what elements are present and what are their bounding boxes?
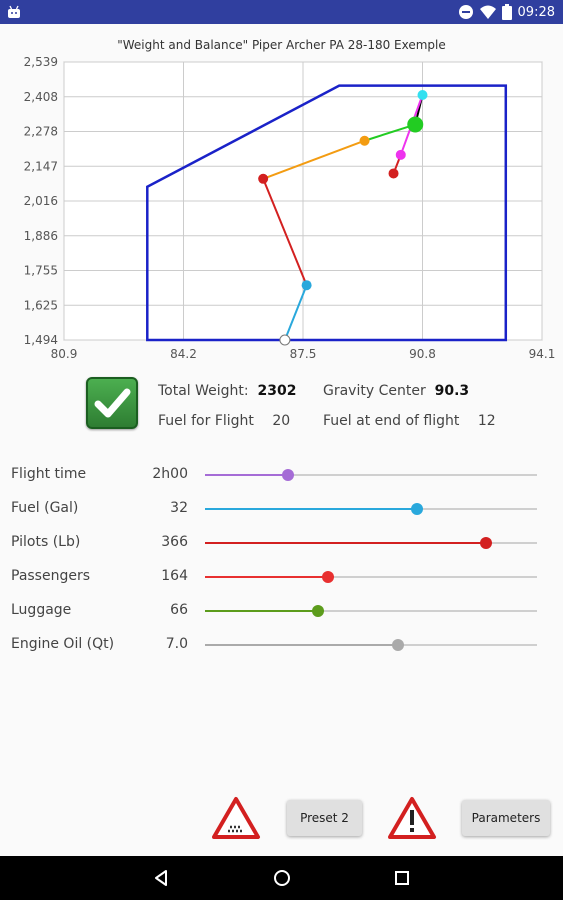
fuel-for-flight: Fuel for Flight 20: [158, 413, 290, 429]
gravity-center-label: Gravity Center: [323, 383, 426, 399]
chart-title: "Weight and Balance" Piper Archer PA 28-…: [117, 38, 446, 52]
slider-row: Fuel (Gal) 32: [0, 492, 563, 526]
chart-plot: 2,539 2,408 2,278 2,147 2,016 1,886 1,755 1,625…: [24, 55, 556, 361]
slider-fill: [205, 542, 487, 544]
slider-thumb[interactable]: [282, 469, 294, 481]
fuel-end-of-flight: Fuel at end of flight 12: [323, 413, 496, 429]
slider-fill: [205, 644, 398, 646]
alert-warning-icon[interactable]: [387, 796, 437, 840]
status-ok-checkbox: [86, 377, 138, 429]
gravity-center: Gravity Center 90.3: [323, 383, 469, 399]
x-tick-label: 80.9: [51, 347, 78, 361]
slider-track[interactable]: [205, 469, 537, 481]
slider-label: Fuel (Gal): [11, 500, 79, 516]
fuel-for-flight-label: Fuel for Flight: [158, 413, 254, 429]
cg-point: [279, 334, 291, 346]
android-notification-icon: [8, 5, 20, 18]
back-icon[interactable]: [152, 868, 172, 888]
navigation-bar: [0, 856, 563, 900]
slider-label: Luggage: [11, 602, 72, 618]
cg-point: [301, 280, 312, 291]
slider-thumb[interactable]: [311, 605, 324, 617]
slider-track[interactable]: [205, 605, 537, 617]
slider-thumb[interactable]: [321, 571, 334, 583]
recent-apps-icon[interactable]: [392, 868, 412, 888]
cg-point: [359, 135, 370, 146]
slider-track[interactable]: [205, 571, 537, 583]
slider-row: Flight time 2h00: [0, 458, 563, 492]
slider-label: Pilots (Lb): [11, 534, 81, 550]
slider-thumb[interactable]: [480, 537, 493, 549]
battery-icon: [501, 4, 512, 20]
x-tick-label: 87.5: [290, 347, 317, 361]
cg-point: [395, 149, 406, 160]
wifi-icon: [479, 5, 496, 19]
slider-thumb[interactable]: [411, 503, 424, 515]
cg-point: [258, 173, 269, 184]
slider-row: Luggage 66: [0, 594, 563, 628]
y-tick-label: 2,016: [24, 194, 58, 208]
slider-track[interactable]: [205, 537, 537, 549]
cg-path-segment: [364, 123, 416, 142]
slider-row: Engine Oil (Qt) 7.0: [0, 628, 563, 662]
cg-point: [417, 89, 428, 100]
slider-track[interactable]: [205, 639, 537, 651]
parameters-button[interactable]: Parameters: [462, 800, 550, 836]
slider-fill: [205, 610, 318, 612]
clock: 09:28: [517, 4, 555, 20]
y-tick-label: 1,625: [24, 298, 58, 312]
preset-button[interactable]: Preset 2: [287, 800, 362, 836]
slider-thumb[interactable]: [391, 639, 404, 651]
y-tick-label: 1,755: [24, 264, 58, 278]
cg-point: [388, 168, 399, 179]
cg-envelope: [146, 84, 508, 342]
slider-fill: [205, 474, 288, 476]
fuel-for-flight-value: 20: [272, 413, 291, 429]
slider-label: Flight time: [11, 466, 87, 482]
slider-value: 366: [161, 534, 188, 550]
slider-value: 164: [161, 568, 188, 584]
status-bar: 09:28: [0, 0, 563, 24]
slider-label: Engine Oil (Qt): [11, 636, 115, 652]
y-tick-label: 2,539: [24, 55, 58, 69]
cg-path-segment: [283, 284, 308, 341]
total-weight-value: 2302: [257, 383, 297, 399]
x-tick-label: 84.2: [170, 347, 197, 361]
slider-value: 66: [170, 602, 188, 618]
y-tick-label: 1,886: [24, 229, 58, 243]
slider-track[interactable]: [205, 503, 537, 515]
total-weight-label: Total Weight:: [158, 383, 249, 399]
slider-fill: [205, 508, 418, 510]
slider-label: Passengers: [11, 568, 91, 584]
gravity-center-value: 90.3: [434, 383, 470, 399]
slider-value: 2h00: [152, 466, 188, 482]
x-tick-label: 94.1: [529, 347, 556, 361]
fuel-end-label: Fuel at end of flight: [323, 413, 460, 429]
slider-value: 32: [170, 500, 188, 516]
cg-path-segment: [262, 139, 365, 180]
slider-value: 7.0: [165, 636, 188, 652]
y-tick-label: 2,408: [24, 90, 58, 104]
slider-row: Passengers 164: [0, 560, 563, 594]
y-tick-label: 2,147: [24, 159, 58, 173]
home-icon[interactable]: [272, 868, 292, 888]
y-tick-label: 1,494: [24, 333, 58, 347]
fuel-end-value: 12: [477, 413, 496, 429]
y-tick-label: 2,278: [24, 125, 58, 139]
turbulence-warning-icon[interactable]: [211, 796, 261, 840]
checkmark-icon: [94, 388, 131, 418]
slider-fill: [205, 576, 328, 578]
weight-balance-chart: "Weight and Balance" Piper Archer PA 28-…: [0, 30, 563, 370]
cg-path-segment: [262, 178, 308, 286]
do-not-disturb-icon: [458, 5, 473, 19]
x-tick-label: 90.8: [409, 347, 436, 361]
cg-point: [407, 116, 424, 133]
total-weight: Total Weight: 2302: [158, 383, 297, 399]
slider-row: Pilots (Lb) 366: [0, 526, 563, 560]
